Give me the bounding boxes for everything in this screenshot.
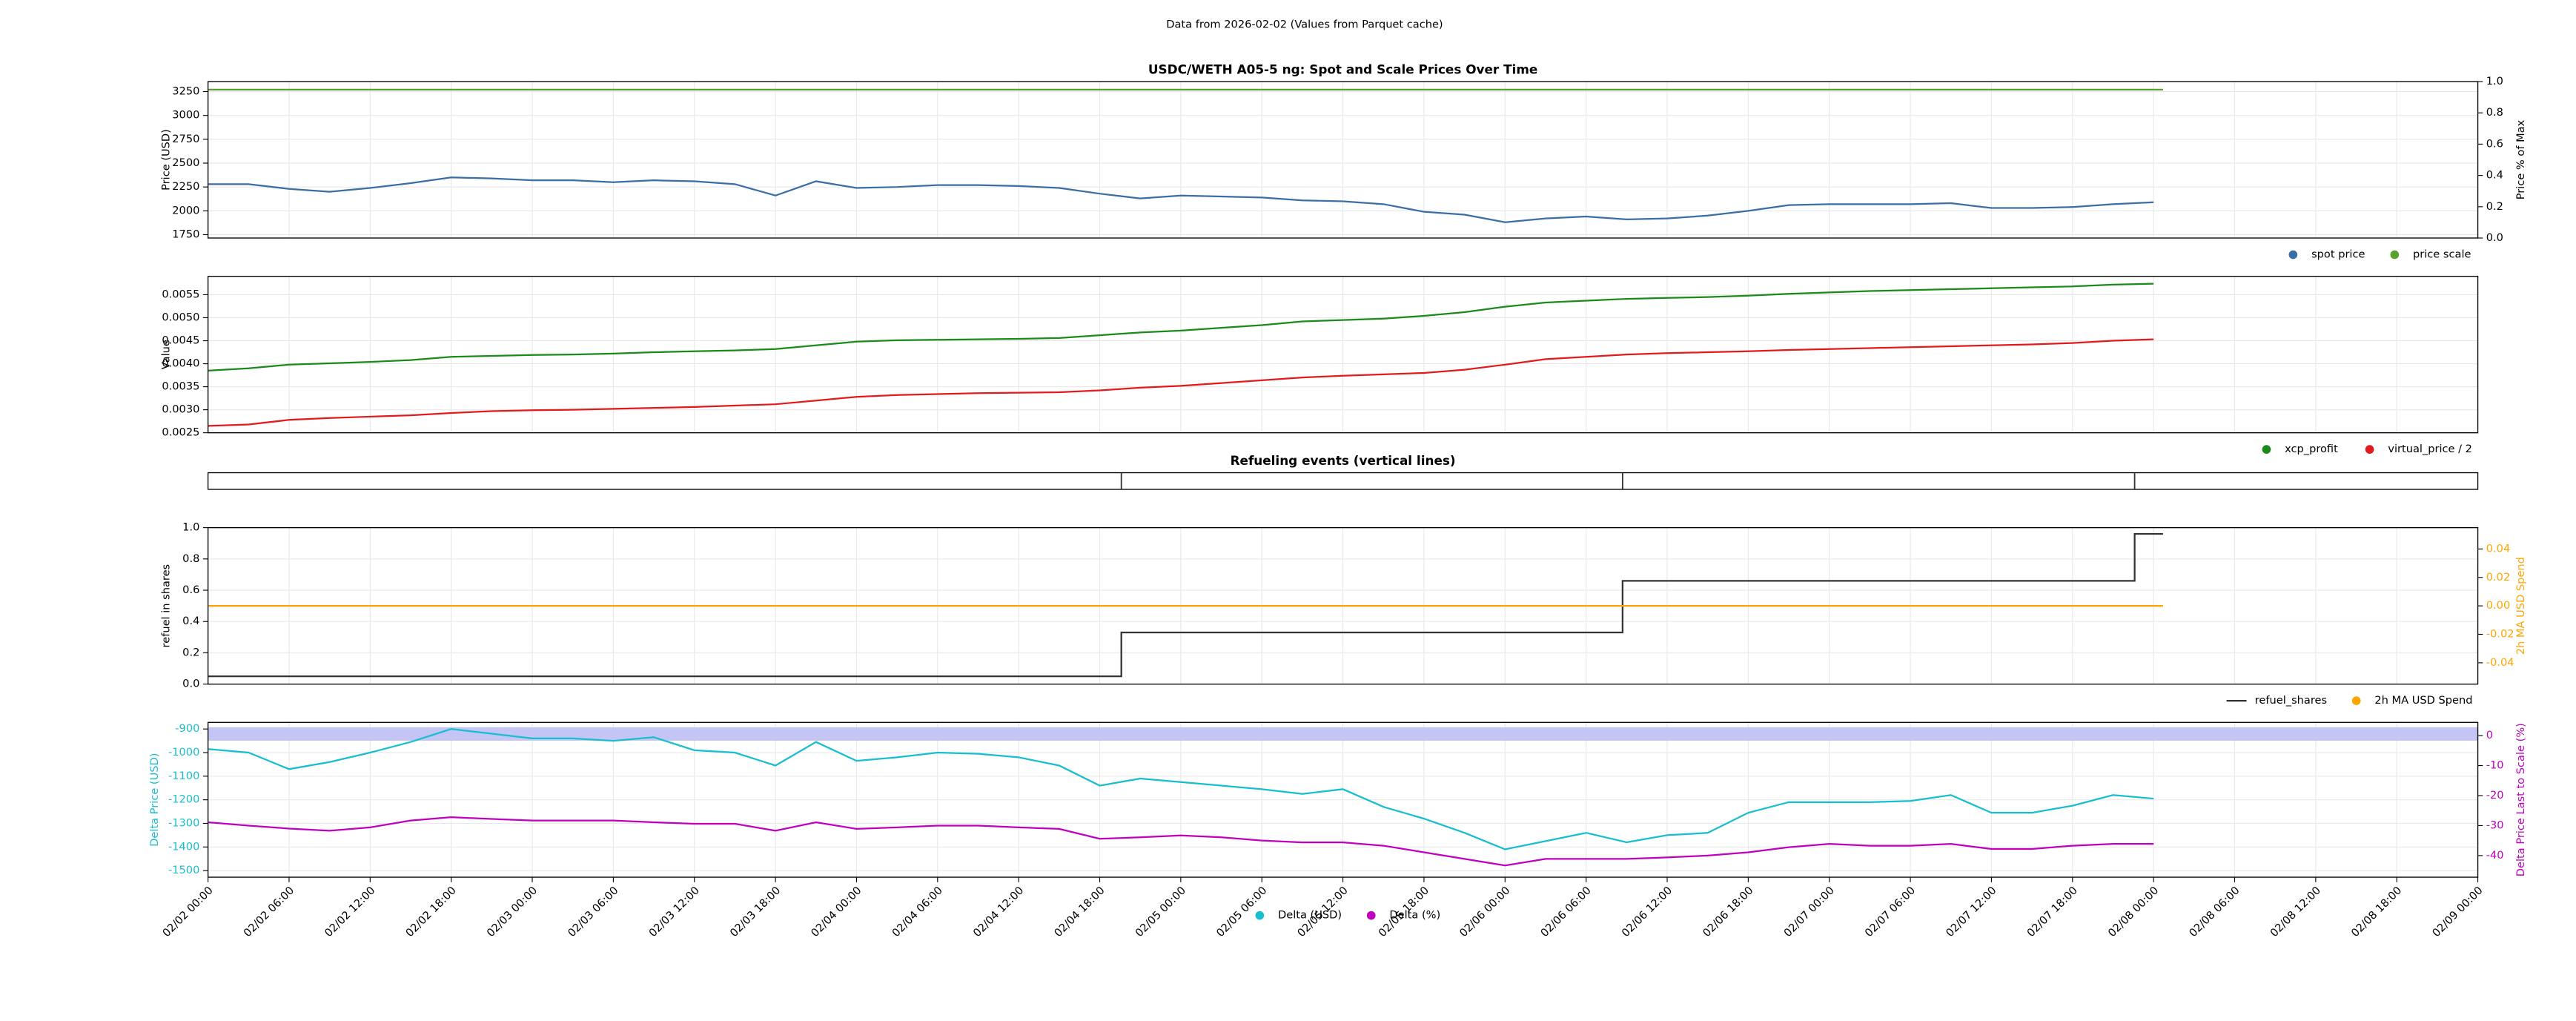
y-tick-label: 3250 <box>172 85 199 98</box>
y2-tick-label: 0.02 <box>2486 571 2510 584</box>
y-tick-label: -1100 <box>168 770 199 782</box>
y-tick-label: 2750 <box>172 133 199 145</box>
legend-label: spot price <box>2311 248 2365 260</box>
y2-tick-label: -30 <box>2486 819 2504 831</box>
y2-tick-label: -0.02 <box>2486 627 2514 640</box>
legend-label: Delta (USD) <box>1278 909 1342 922</box>
legend-marker <box>2390 250 2400 260</box>
y-axis-label: refuel in shares <box>159 564 172 648</box>
y-tick-label: 2250 <box>172 180 199 193</box>
legend-label: Delta (%) <box>1389 909 1440 922</box>
legend-label: virtual_price / 2 <box>2388 443 2472 455</box>
y2-tick-label: 0 <box>2486 729 2493 741</box>
panel-title: USDC/WETH A05-5 ng: Spot and Scale Price… <box>1148 62 1537 76</box>
y2-axis-label: Delta Price Last to Scale (%) <box>2514 723 2527 876</box>
legend-marker <box>2351 696 2361 705</box>
y-tick-label: -1300 <box>168 816 199 829</box>
legend-marker <box>2288 250 2298 260</box>
y2-tick-label: 0.0 <box>2486 231 2503 244</box>
y2-tick-label: -20 <box>2486 789 2504 802</box>
y-tick-label: 0.0035 <box>162 380 199 393</box>
axes-frame <box>207 526 2479 685</box>
y-tick-label: -1400 <box>168 840 199 853</box>
y-tick-label: 0.0 <box>182 678 199 690</box>
y-tick-label: 0.0045 <box>162 334 199 347</box>
panel-title: Refueling events (vertical lines) <box>1231 453 1456 468</box>
legend-label: price scale <box>2413 248 2471 260</box>
axes-frame <box>207 472 2479 490</box>
y2-tick-label: 0.04 <box>2486 542 2510 555</box>
y-tick-label: -1000 <box>168 746 199 759</box>
y-tick-label: 2500 <box>172 156 199 169</box>
y2-axis-label: Price % of Max <box>2514 119 2527 199</box>
axes-frame <box>207 81 2479 239</box>
series-line <box>208 282 2154 372</box>
y2-axis-label: 2h MA USD Spend <box>2514 557 2527 655</box>
y2-tick-label: 0.8 <box>2486 106 2503 119</box>
y-tick-label: -1500 <box>168 864 199 876</box>
y-axis-label: Price (USD) <box>159 129 172 191</box>
y-tick-label: 3000 <box>172 109 199 122</box>
legend-marker <box>1366 911 1376 920</box>
axes-frame <box>207 275 2479 434</box>
legend-marker <box>1255 911 1265 920</box>
y-tick-label: 0.0050 <box>162 311 199 324</box>
y2-tick-label: -40 <box>2486 849 2504 862</box>
legend-label: refuel_shares <box>2255 694 2327 707</box>
y-tick-label: 0.0030 <box>162 403 199 416</box>
legend-label: xcp_profit <box>2285 443 2338 455</box>
y2-tick-label: 0.4 <box>2486 169 2503 182</box>
series-line <box>208 176 2154 223</box>
legend-marker <box>2365 445 2374 454</box>
y2-tick-label: 1.0 <box>2486 75 2503 87</box>
y-tick-label: 1.0 <box>182 521 199 534</box>
y-tick-label: 2000 <box>172 204 199 217</box>
y2-tick-label: 0.2 <box>2486 200 2503 213</box>
y-tick-label: 0.0025 <box>162 426 199 439</box>
highlight-band <box>208 727 2478 741</box>
y-tick-label: -900 <box>175 722 199 735</box>
figure-title: Data from 2026-02-02 (Values from Parque… <box>1166 19 1443 31</box>
axes-frame <box>207 721 2479 878</box>
y-tick-label: 0.4 <box>182 615 199 627</box>
legend-marker <box>2262 445 2271 454</box>
legend-label: 2h MA USD Spend <box>2374 694 2472 707</box>
y-axis-label: Value <box>159 340 172 369</box>
y2-tick-label: -0.04 <box>2486 656 2514 669</box>
series-line <box>208 728 2154 850</box>
y-tick-label: 0.0040 <box>162 357 199 370</box>
y-tick-label: -1200 <box>168 793 199 806</box>
y2-tick-label: 0.6 <box>2486 137 2503 150</box>
y2-tick-label: -10 <box>2486 759 2504 772</box>
y-tick-label: 1750 <box>172 228 199 241</box>
y-tick-label: 0.6 <box>182 584 199 596</box>
series-line <box>208 816 2154 867</box>
y2-tick-label: 0.00 <box>2486 599 2510 612</box>
y-tick-label: 0.8 <box>182 552 199 565</box>
series-line <box>208 338 2154 427</box>
y-axis-label: Delta Price (USD) <box>148 753 161 847</box>
y-tick-label: 0.2 <box>182 646 199 658</box>
y-tick-label: 0.0055 <box>162 288 199 300</box>
